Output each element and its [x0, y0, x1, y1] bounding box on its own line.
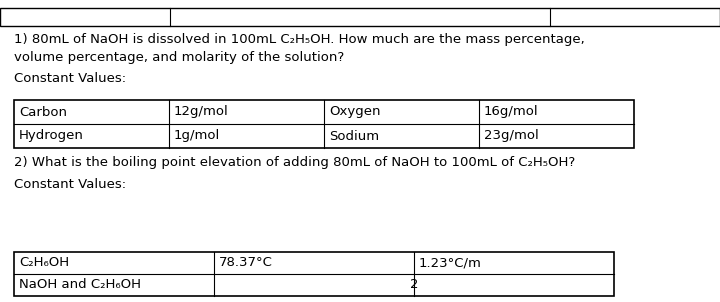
Text: 12g/mol: 12g/mol — [174, 105, 229, 118]
Text: 2) What is the boiling point elevation of adding 80mL of NaOH to 100mL of C₂H₅OH: 2) What is the boiling point elevation o… — [14, 156, 575, 169]
Text: 1) 80mL of NaOH is dissolved in 100mL C₂H₅OH. How much are the mass percentage,: 1) 80mL of NaOH is dissolved in 100mL C₂… — [14, 33, 585, 46]
Bar — [14, 100, 634, 148]
Text: Oxygen: Oxygen — [329, 105, 380, 118]
Text: 78.37°C: 78.37°C — [219, 256, 273, 269]
Text: Hydrogen: Hydrogen — [19, 130, 84, 143]
Text: Constant Values:: Constant Values: — [14, 72, 126, 85]
Text: Constant Values:: Constant Values: — [14, 178, 126, 191]
Text: 2: 2 — [410, 278, 418, 291]
Text: Carbon: Carbon — [19, 105, 67, 118]
Bar — [14, 252, 614, 296]
Text: 1g/mol: 1g/mol — [174, 130, 220, 143]
Text: NaOH and C₂H₆OH: NaOH and C₂H₆OH — [19, 278, 141, 291]
Text: C₂H₆OH: C₂H₆OH — [19, 256, 69, 269]
Text: 16g/mol: 16g/mol — [484, 105, 539, 118]
Text: 23g/mol: 23g/mol — [484, 130, 539, 143]
Text: Sodium: Sodium — [329, 130, 379, 143]
Text: volume percentage, and molarity of the solution?: volume percentage, and molarity of the s… — [14, 51, 344, 64]
Text: 1.23°C/m: 1.23°C/m — [419, 256, 482, 269]
Bar — [0, 8, 720, 26]
